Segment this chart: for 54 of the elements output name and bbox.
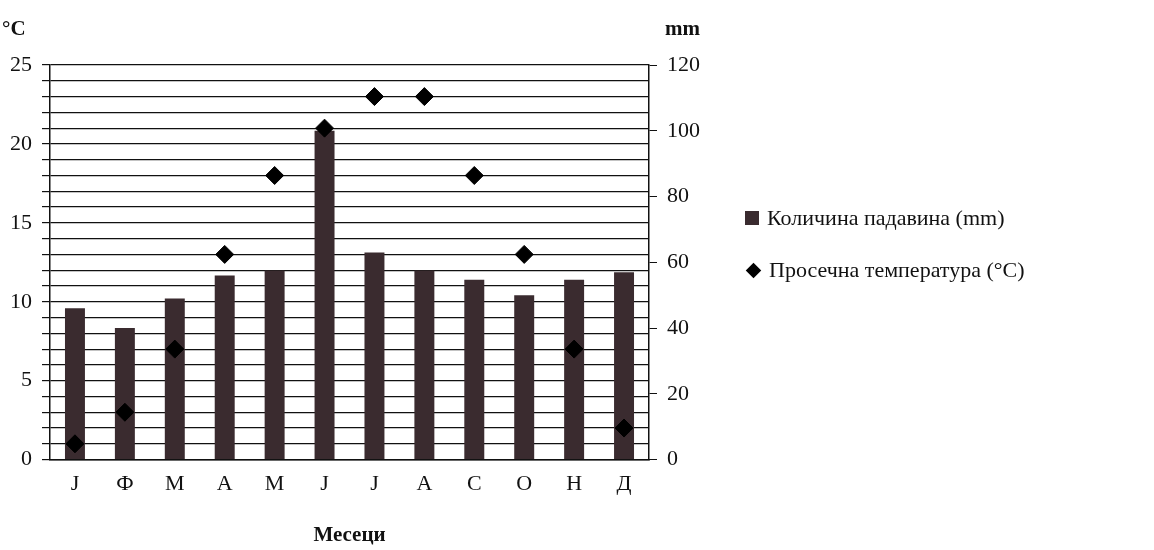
x-tick-label: Ф bbox=[116, 469, 134, 495]
y2-tick-label: 60 bbox=[667, 248, 689, 274]
y-tick-label: 10 bbox=[10, 287, 32, 313]
point bbox=[514, 244, 534, 264]
y2-axis-title: mm bbox=[665, 15, 701, 40]
bar bbox=[414, 270, 435, 460]
x-tick-label: Н bbox=[566, 469, 583, 495]
y-axis-title: °C bbox=[2, 15, 26, 40]
y-tick-label: 25 bbox=[10, 50, 32, 76]
y-tick-label: 0 bbox=[21, 445, 32, 471]
y2-tick-label: 120 bbox=[667, 50, 700, 76]
y2-tick-label: 100 bbox=[667, 116, 700, 142]
x-tick-label: О bbox=[516, 469, 533, 495]
point bbox=[364, 87, 384, 107]
x-axis-title: Месеци bbox=[313, 521, 386, 546]
bar bbox=[64, 308, 85, 460]
bar bbox=[314, 130, 335, 460]
x-tick-label: А bbox=[416, 469, 433, 495]
x-tick-label: Ј bbox=[70, 469, 80, 495]
legend-label: Просечна температура (°C) bbox=[769, 257, 1025, 283]
y-tick-label: 20 bbox=[10, 129, 32, 155]
x-tick-label: Ј bbox=[370, 469, 380, 495]
x-tick-label: А bbox=[216, 469, 233, 495]
y2-tick-label: 80 bbox=[667, 182, 689, 208]
bar bbox=[364, 252, 385, 460]
x-tick-label: Ј bbox=[320, 469, 330, 495]
y2-tick-label: 20 bbox=[667, 379, 689, 405]
y-tick-label: 15 bbox=[10, 208, 32, 234]
point bbox=[614, 418, 634, 438]
point bbox=[115, 402, 135, 422]
x-tick-label: М bbox=[264, 469, 285, 495]
bar bbox=[564, 279, 585, 460]
x-tick-label: Д bbox=[616, 469, 632, 495]
point bbox=[65, 434, 85, 454]
bar bbox=[264, 270, 285, 460]
bar bbox=[464, 279, 485, 460]
legend-label: Количина падавина (mm) bbox=[767, 205, 1005, 231]
point bbox=[265, 165, 285, 185]
bar bbox=[514, 295, 535, 460]
y-tick-label: 5 bbox=[21, 366, 32, 392]
bar bbox=[164, 298, 185, 460]
x-tick-label: М bbox=[165, 469, 185, 495]
bar bbox=[114, 328, 135, 460]
point bbox=[215, 244, 235, 264]
bar bbox=[214, 275, 235, 460]
point bbox=[165, 339, 185, 359]
point bbox=[414, 87, 434, 107]
point bbox=[315, 118, 335, 138]
point bbox=[464, 165, 484, 185]
bar bbox=[614, 272, 635, 460]
y2-tick-label: 40 bbox=[667, 313, 689, 339]
y2-tick-label: 0 bbox=[667, 445, 678, 471]
x-tick-label: С bbox=[466, 469, 482, 495]
point bbox=[564, 339, 584, 359]
